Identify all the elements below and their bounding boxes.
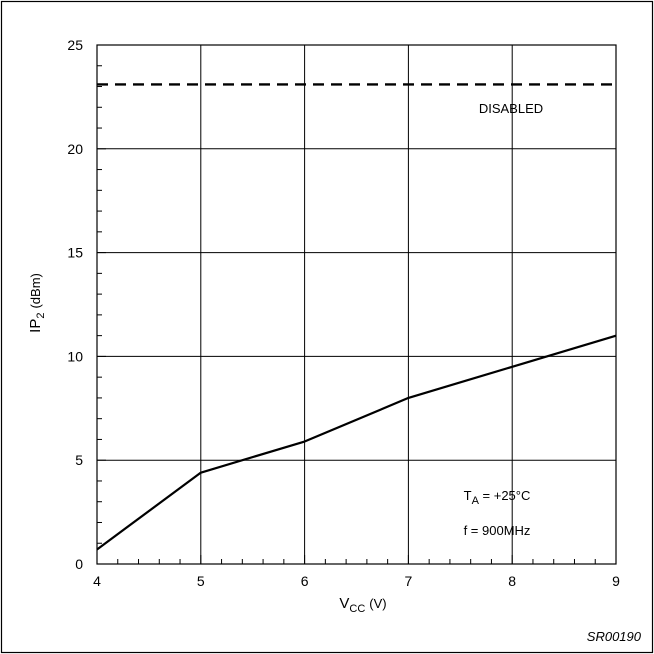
series-layer xyxy=(96,83,617,551)
y-tick-label: 15 xyxy=(67,245,83,261)
y-tick-label: 0 xyxy=(75,556,83,572)
y-tick-label: 5 xyxy=(75,452,83,468)
x-tick-label: 9 xyxy=(612,573,620,589)
x-tick-label: 5 xyxy=(197,573,205,589)
grid xyxy=(97,45,616,564)
y-tick-label: 25 xyxy=(67,37,83,53)
series-label-disabled: DISABLED xyxy=(479,101,543,116)
figure-code: SR00190 xyxy=(587,629,642,644)
axis-ticks xyxy=(96,44,617,565)
y-axis-title: IP2(dBm) xyxy=(27,273,47,333)
plot-area xyxy=(96,44,617,565)
y-tick-label: 10 xyxy=(67,348,83,364)
annotation-frequency: f = 900MHz xyxy=(464,523,531,538)
y-tick-label: 20 xyxy=(67,141,83,157)
series-line-ip2 xyxy=(96,334,617,551)
x-axis-title: VCC (V) xyxy=(339,595,386,615)
x-tick-label: 7 xyxy=(405,573,413,589)
x-tick-label: 6 xyxy=(301,573,309,589)
tick-labels: 4 5 6 7 8 9 0 5 10 15 20 25 xyxy=(67,37,620,589)
x-tick-label: 4 xyxy=(93,573,101,589)
x-tick-label: 8 xyxy=(508,573,516,589)
annotation-temperature: TA = +25°C xyxy=(464,488,531,507)
